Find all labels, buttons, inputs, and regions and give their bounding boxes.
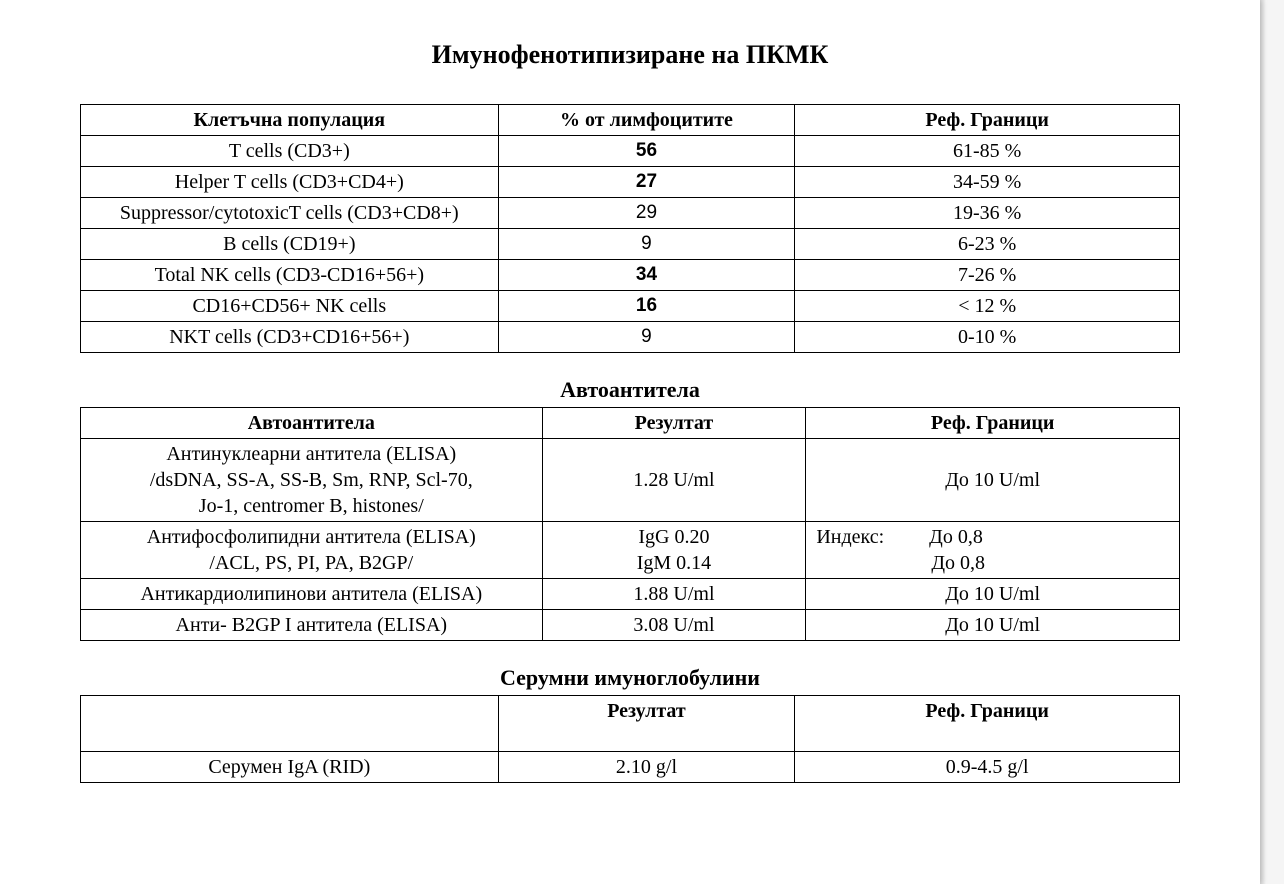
document-page: Имунофенотипизиране на ПКМК Клетъчна поп… <box>0 0 1260 884</box>
cell-result: 1.88 U/ml <box>542 579 806 610</box>
table-row: Helper T cells (CD3+CD4+)2734-59 % <box>81 167 1180 198</box>
cell-ref: Индекс: До 0,8 До 0,8 <box>806 522 1180 579</box>
cell-ref: 0-10 % <box>795 322 1180 353</box>
cell-population: NKT cells (CD3+CD16+56+) <box>81 322 499 353</box>
t2-header-ref: Реф. Граници <box>806 408 1180 439</box>
table-row: B cells (CD19+)96-23 % <box>81 229 1180 260</box>
cell-population: Helper T cells (CD3+CD4+) <box>81 167 499 198</box>
cell-population: Total NK cells (CD3-CD16+56+) <box>81 260 499 291</box>
cell-value: 29 <box>498 198 795 229</box>
table-header-row: Клетъчна популация % от лимфоцитите Реф.… <box>81 105 1180 136</box>
table-row: Антинуклеарни антитела (ELISA) /dsDNA, S… <box>81 439 1180 522</box>
cell-ref: < 12 % <box>795 291 1180 322</box>
table-row: Серумен IgA (RID)2.10 g/l0.9-4.5 g/l <box>81 752 1180 783</box>
cell-antibody: Антинуклеарни антитела (ELISA) /dsDNA, S… <box>81 439 543 522</box>
table-row: Анти- B2GP I антитела (ELISA)3.08 U/mlДо… <box>81 610 1180 641</box>
cell-result: 3.08 U/ml <box>542 610 806 641</box>
cell-result: IgG 0.20 IgM 0.14 <box>542 522 806 579</box>
section-immunoglobulins-title: Серумни имуноглобулини <box>80 665 1180 691</box>
cell-result: 2.10 g/l <box>498 752 795 783</box>
cell-result: 1.28 U/ml <box>542 439 806 522</box>
t2-header-name: Автоантитела <box>81 408 543 439</box>
table-row: Антикардиолипинови антитела (ELISA)1.88 … <box>81 579 1180 610</box>
cell-value: 9 <box>498 229 795 260</box>
cell-ig: Серумен IgA (RID) <box>81 752 499 783</box>
cell-ref: 6-23 % <box>795 229 1180 260</box>
cell-ref: 0.9-4.5 g/l <box>795 752 1180 783</box>
t1-header-ref: Реф. Граници <box>795 105 1180 136</box>
cell-ref: До 10 U/ml <box>806 579 1180 610</box>
cell-antibody: Анти- B2GP I антитела (ELISA) <box>81 610 543 641</box>
cell-population: Suppressor/cytotoxicT cells (CD3+CD8+) <box>81 198 499 229</box>
cell-population: T cells (CD3+) <box>81 136 499 167</box>
table-row: NKT cells (CD3+CD16+56+)90-10 % <box>81 322 1180 353</box>
table-row: CD16+CD56+ NK cells16< 12 % <box>81 291 1180 322</box>
t3-header-empty <box>81 696 499 752</box>
t1-header-percent: % от лимфоцитите <box>498 105 795 136</box>
table-row: T cells (CD3+)5661-85 % <box>81 136 1180 167</box>
page-edge-shadow <box>1260 0 1266 884</box>
cell-ref: 61-85 % <box>795 136 1180 167</box>
t1-header-population: Клетъчна популация <box>81 105 499 136</box>
cell-ref: 7-26 % <box>795 260 1180 291</box>
cell-ref: До 10 U/ml <box>806 610 1180 641</box>
cell-ref: До 10 U/ml <box>806 439 1180 522</box>
cell-value: 9 <box>498 322 795 353</box>
cell-value: 34 <box>498 260 795 291</box>
cell-antibody: Антикардиолипинови антитела (ELISA) <box>81 579 543 610</box>
cell-ref: 19-36 % <box>795 198 1180 229</box>
cell-ref: 34-59 % <box>795 167 1180 198</box>
t2-header-result: Резултат <box>542 408 806 439</box>
table-row: Антифосфолипидни антитела (ELISA) /ACL, … <box>81 522 1180 579</box>
autoantibodies-table: Автоантитела Резултат Реф. Граници Антин… <box>80 407 1180 641</box>
cell-value: 16 <box>498 291 795 322</box>
cell-antibody: Антифосфолипидни антитела (ELISA) /ACL, … <box>81 522 543 579</box>
table-header-row: Автоантитела Резултат Реф. Граници <box>81 408 1180 439</box>
section-autoantibodies-title: Автоантитела <box>80 377 1180 403</box>
immunoglobulins-table: Резултат Реф. Граници Серумен IgA (RID)2… <box>80 695 1180 783</box>
cell-population: CD16+CD56+ NK cells <box>81 291 499 322</box>
table-row: Total NK cells (CD3-CD16+56+)347-26 % <box>81 260 1180 291</box>
table-header-row: Резултат Реф. Граници <box>81 696 1180 752</box>
cell-value: 27 <box>498 167 795 198</box>
table-row: Suppressor/cytotoxicT cells (CD3+CD8+)29… <box>81 198 1180 229</box>
t3-header-ref: Реф. Граници <box>795 696 1180 752</box>
page-title: Имунофенотипизиране на ПКМК <box>80 40 1180 70</box>
immunophenotyping-table: Клетъчна популация % от лимфоцитите Реф.… <box>80 104 1180 353</box>
t3-header-result: Резултат <box>498 696 795 752</box>
cell-value: 56 <box>498 136 795 167</box>
cell-population: B cells (CD19+) <box>81 229 499 260</box>
